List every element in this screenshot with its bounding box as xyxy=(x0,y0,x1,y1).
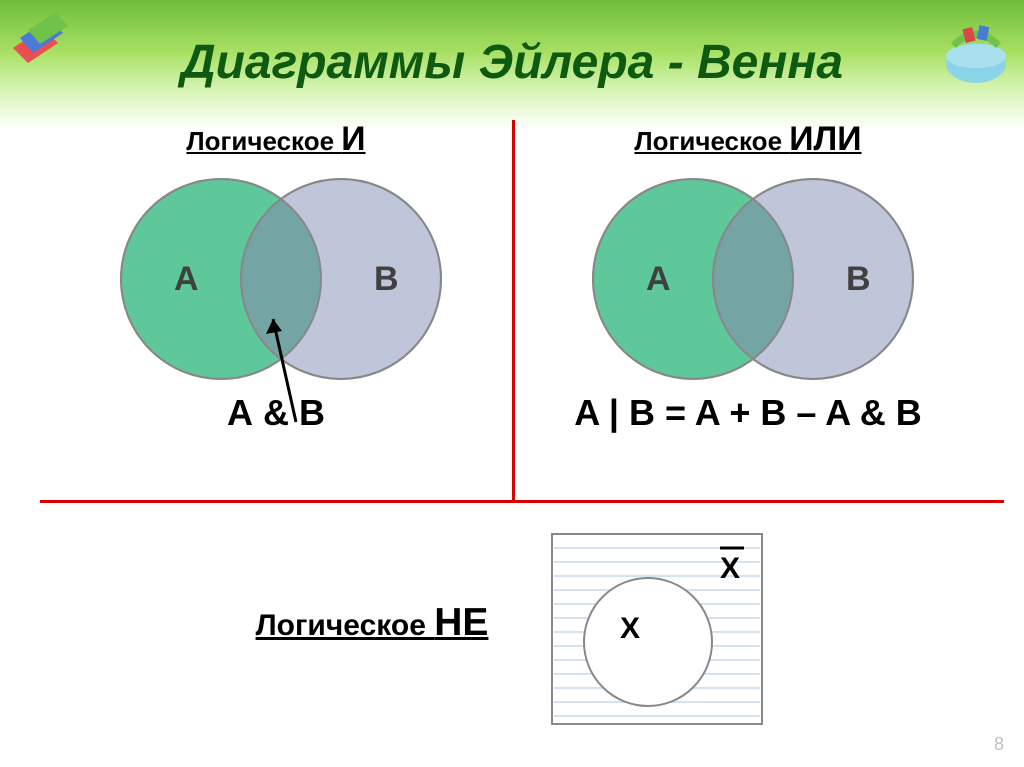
top-row: Логическое И А В А & B xyxy=(40,120,984,500)
or-heading-big: ИЛИ xyxy=(789,120,861,158)
horizontal-divider xyxy=(40,500,1004,503)
and-section: Логическое И А В А & B xyxy=(40,120,512,500)
not-heading-prefix: Логическое xyxy=(256,609,435,642)
and-heading: Логическое И xyxy=(186,120,365,159)
vertical-divider xyxy=(512,120,515,500)
or-label-a: А xyxy=(646,260,671,298)
not-heading: Логическое НЕ xyxy=(256,601,489,645)
page-number: 8 xyxy=(994,734,1004,755)
not-label-x: Х xyxy=(620,612,640,645)
or-label-b: В xyxy=(846,260,871,298)
or-section: Логическое ИЛИ А В A | B = A + B – A & B xyxy=(512,120,984,500)
bottom-row: Логическое НЕ xyxy=(40,530,984,730)
and-label-b: В xyxy=(374,260,399,298)
and-venn-diagram: А В xyxy=(96,174,456,384)
not-label-xbar: Х xyxy=(720,552,740,585)
not-diagram: Х Х xyxy=(548,530,768,730)
or-venn-diagram: А В xyxy=(568,174,928,384)
content-area: Логическое И А В А & B xyxy=(40,120,984,747)
and-heading-prefix: Логическое xyxy=(186,126,341,156)
not-heading-big: НЕ xyxy=(434,601,488,644)
page-title: Диаграммы Эйлера - Венна xyxy=(0,35,1024,90)
and-label-a: А xyxy=(174,260,199,298)
or-formula: A | B = A + B – A & B xyxy=(574,392,921,434)
or-heading: Логическое ИЛИ xyxy=(634,120,861,159)
or-heading-prefix: Логическое xyxy=(634,126,789,156)
and-heading-big: И xyxy=(341,120,365,158)
